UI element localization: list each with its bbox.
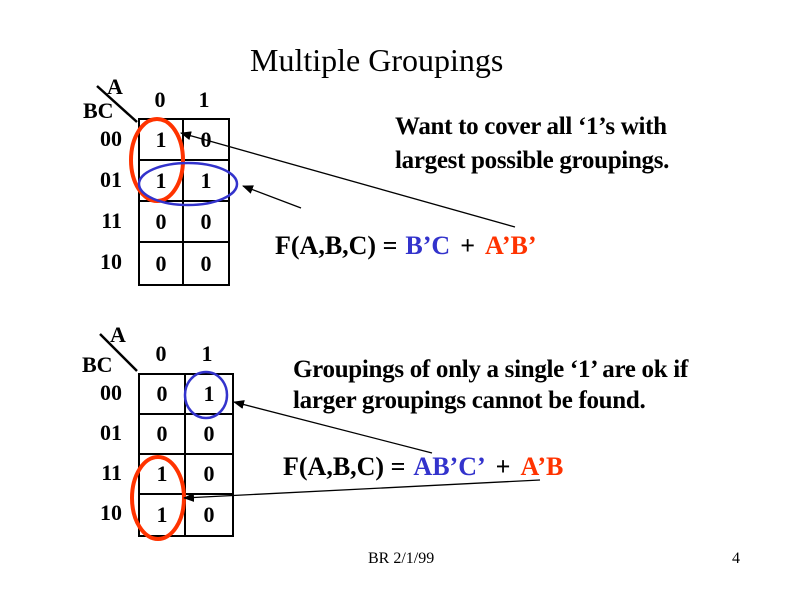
kmap2-row-header-00: 00 — [100, 380, 122, 405]
kmap2-cell-01-1: 0 — [186, 415, 232, 455]
arrow-term-red2-to-oval — [183, 479, 541, 502]
kmap2-row-header-01: 01 — [100, 420, 122, 445]
note1-line1: Want to cover all ‘1’s with — [395, 113, 667, 140]
kmap1-cell-01-0: 1 — [140, 161, 184, 202]
note1-line2: largest possible groupings. — [395, 147, 670, 174]
kmap2-cell-11-1: 0 — [186, 455, 232, 495]
kmap2-cell-01-0: 0 — [140, 415, 186, 455]
kmap1-row-headers: 00 01 11 10 — [78, 118, 122, 282]
kmap2-col-header-0: 0 — [155, 341, 167, 366]
kmap2-cell-10-1: 0 — [203, 502, 215, 527]
note2-line1: Groupings of only a single ‘1’ are ok if — [293, 356, 688, 383]
kmap1-cell-10-0: 0 — [140, 243, 184, 284]
page-title: Multiple Groupings — [250, 42, 504, 78]
kmap2-row-header-10: 10 — [100, 500, 122, 525]
formula2-term-blue: AB’C’ — [413, 452, 486, 481]
kmap2-col-header-1: 1 — [201, 341, 213, 366]
kmap1-row-header-01: 01 — [100, 167, 122, 192]
note2-line2: larger groupings cannot be found. — [293, 387, 646, 414]
kmap1-row-header-10: 10 — [100, 249, 122, 274]
formula2-term-red: A’B — [520, 452, 564, 481]
kmap1-cell-00-0: 1 — [140, 120, 184, 161]
note-single-one-ok: Groupings of only a single ‘1’ are ok if… — [293, 354, 688, 416]
kmap2-cell-00-0: 0 — [140, 375, 186, 415]
kmap2-row-header-11: 11 — [101, 460, 122, 485]
kmap1-cell-10-1: 0 — [200, 250, 212, 276]
formula2-lhs: F(A,B,C) = — [283, 452, 406, 481]
kmap1-cell-11-0: 0 — [140, 202, 184, 243]
kmap1-row-header-11: 11 — [101, 208, 122, 233]
arrow-term-blue1-to-oval — [242, 185, 302, 209]
kmap1-grid: 1 0 1 1 0 0 0 0 — [138, 118, 230, 286]
kmap2-grid: 0 1 0 0 1 0 1 0 — [138, 373, 234, 537]
kmap1-cell-01-1: 1 — [184, 161, 228, 202]
formula1-lhs: F(A,B,C) = — [275, 231, 398, 260]
kmap2-cell-11-0: 1 — [140, 455, 186, 495]
formula1-term-red: A’B’ — [485, 231, 537, 260]
kmap1-row-header-00: 00 — [100, 126, 122, 151]
formula-1: F(A,B,C) = B’C + A’B’ — [275, 231, 537, 261]
kmap1-cell-11-1: 0 — [184, 202, 228, 243]
footer-credit: BR 2/1/99 — [368, 550, 435, 567]
kmap1-col-header-0: 0 — [154, 87, 166, 112]
kmap2-cell-10-0: 1 — [140, 495, 186, 535]
note-cover-all-ones: Want to cover all ‘1’s with largest poss… — [395, 110, 669, 178]
formula2-plus: + — [495, 452, 511, 481]
kmap1-var-top-label: A — [107, 74, 123, 99]
kmap1-cell-00-1: 0 — [184, 120, 228, 161]
kmap2-var-top-label: A — [110, 322, 126, 347]
kmap2-cell-00-1: 1 — [186, 375, 232, 415]
formula1-plus: + — [460, 231, 476, 260]
kmap2-row-headers: 00 01 11 10 — [78, 373, 122, 533]
formula1-term-blue: B’C — [405, 231, 451, 260]
formula-2: F(A,B,C) = AB’C’ + A’B — [283, 452, 563, 482]
kmap1-col-header-1: 1 — [198, 87, 210, 112]
footer-page-number: 4 — [732, 550, 740, 567]
